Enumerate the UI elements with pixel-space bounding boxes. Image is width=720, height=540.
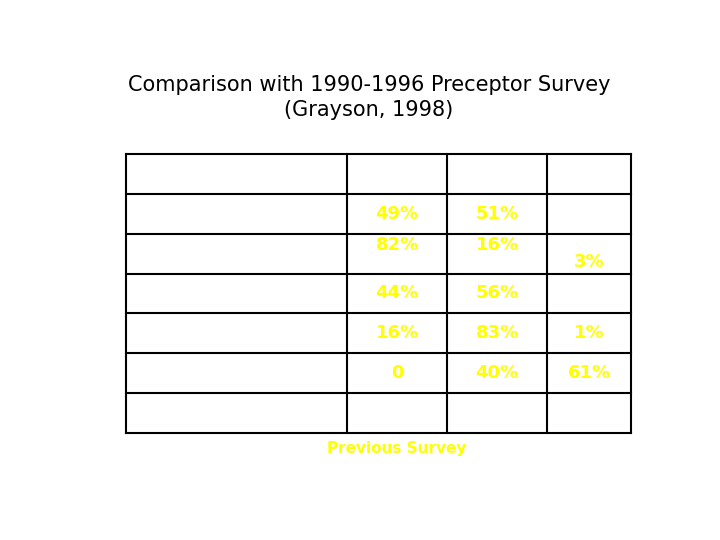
Text: Previous Survey: Previous Survey: [328, 441, 467, 456]
Text: 16%: 16%: [376, 325, 419, 342]
Text: 0: 0: [391, 364, 403, 382]
Text: 3%: 3%: [574, 253, 605, 272]
Text: 1%: 1%: [574, 325, 605, 342]
Text: 51%: 51%: [475, 205, 518, 223]
Text: 61%: 61%: [567, 364, 611, 382]
Text: 44%: 44%: [376, 285, 419, 302]
Text: 83%: 83%: [475, 325, 518, 342]
Text: 40%: 40%: [475, 364, 518, 382]
Text: 16%: 16%: [475, 236, 518, 254]
Text: 82%: 82%: [376, 236, 419, 254]
Text: Comparison with 1990-1996 Preceptor Survey
(Grayson, 1998): Comparison with 1990-1996 Preceptor Surv…: [127, 75, 611, 120]
Text: 49%: 49%: [376, 205, 419, 223]
Text: 56%: 56%: [475, 285, 518, 302]
